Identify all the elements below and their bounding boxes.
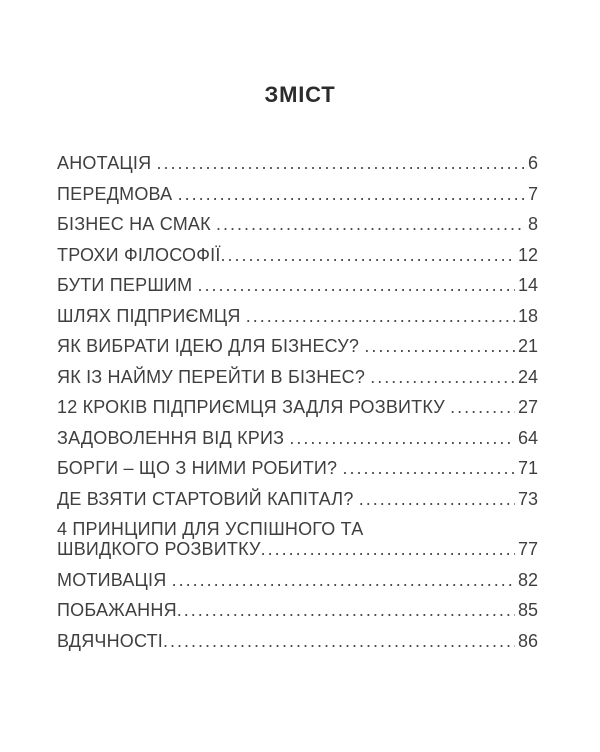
- toc-entry-wrap-line: 4 ПРИНЦИПИ ДЛЯ УСПІШНОГО ТА: [57, 519, 538, 539]
- dot-leader: ........................................…: [450, 397, 515, 417]
- toc-page-number: 18: [517, 305, 538, 326]
- toc-entry-line: БІЗНЕС НА СМАК .........................…: [57, 214, 538, 234]
- toc-entry-line: ЗАДОВОЛЕННЯ ВІД КРИЗ ...................…: [57, 428, 538, 448]
- toc-page-number: 14: [517, 275, 538, 295]
- toc-entry-label: ШЛЯХ ПІДПРИЄМЦЯ: [57, 305, 246, 326]
- toc-entry: АНОТАЦІЯ ...............................…: [57, 153, 538, 173]
- dot-leader: ........................................…: [215, 214, 525, 234]
- toc-entry-label: ЯК ВИБРАТИ ІДЕЮ ДЛЯ БІЗНЕСУ?: [57, 336, 365, 356]
- dot-leader: ........................................…: [289, 427, 515, 448]
- toc-page-number: 82: [517, 569, 538, 590]
- toc-entry-label: АНОТАЦІЯ: [57, 153, 157, 173]
- toc-entry: БУТИ ПЕРШИМ ............................…: [57, 275, 538, 295]
- toc-entry-label: ШВИДКОГО РОЗВИТКУ: [57, 539, 261, 559]
- toc-entry-line: ПЕРЕДМОВА ..............................…: [57, 184, 538, 204]
- toc-page-number: 6: [527, 153, 538, 173]
- toc-entry-label: ДЕ ВЗЯТИ СТАРТОВИЙ КАПІТАЛ?: [57, 488, 359, 509]
- toc-entry-line: ЯК ІЗ НАЙМУ ПЕРЕЙТИ В БІЗНЕС? ..........…: [57, 367, 538, 387]
- toc-page-number: 64: [517, 427, 538, 448]
- dot-leader: ........................................…: [342, 458, 515, 478]
- toc-page-number: 27: [517, 397, 538, 417]
- toc-page-number: 8: [527, 214, 538, 234]
- toc-entry: МОТИВАЦІЯ ..............................…: [57, 570, 538, 590]
- toc-entry-label: ТРОХИ ФІЛОСОФІЇ: [57, 244, 221, 265]
- toc-page-number: 7: [527, 183, 538, 204]
- toc-entry: ДЕ ВЗЯТИ СТАРТОВИЙ КАПІТАЛ? ............…: [57, 489, 538, 509]
- toc-entry-line: ШЛЯХ ПІДПРИЄМЦЯ ........................…: [57, 306, 538, 326]
- dot-leader: ........................................…: [197, 275, 515, 295]
- toc-page-number: 12: [517, 244, 538, 265]
- toc-entry: БІЗНЕС НА СМАК .........................…: [57, 214, 538, 234]
- dot-leader: ........................................…: [177, 183, 525, 204]
- toc-entry-label: ПЕРЕДМОВА: [57, 183, 178, 204]
- toc-entry-line: ТРОХИ ФІЛОСОФІЇ.........................…: [57, 245, 538, 265]
- toc-page-number: 86: [517, 630, 538, 651]
- toc-entry-label: ВДЯЧНОСТІ: [57, 630, 163, 651]
- dot-leader: ........................................…: [358, 488, 515, 509]
- toc-entry: ТРОХИ ФІЛОСОФІЇ.........................…: [57, 245, 538, 265]
- toc-page-number: 21: [517, 336, 538, 356]
- toc-entry-label: ЯК ІЗ НАЙМУ ПЕРЕЙТИ В БІЗНЕС?: [57, 366, 371, 387]
- dot-leader: ........................................…: [245, 305, 515, 326]
- toc-entry: БОРГИ – ЩО З НИМИ РОБИТИ? ..............…: [57, 458, 538, 478]
- toc-page-number: 71: [517, 458, 538, 478]
- dot-leader: ........................................…: [156, 153, 525, 173]
- toc-entry: ПЕРЕДМОВА ..............................…: [57, 184, 538, 204]
- toc-page-number: 77: [517, 539, 538, 559]
- toc-entry-label: ЗАДОВОЛЕННЯ ВІД КРИЗ: [57, 427, 290, 448]
- toc-entry-line: ДЕ ВЗЯТИ СТАРТОВИЙ КАПІТАЛ? ............…: [57, 489, 538, 509]
- toc-entry-line: ВДЯЧНОСТІ...............................…: [57, 631, 538, 651]
- dot-leader: ........................................…: [260, 539, 515, 559]
- dot-leader: ........................................…: [370, 366, 515, 387]
- page-title: ЗМІСТ: [264, 82, 336, 107]
- toc-entry: 4 ПРИНЦИПИ ДЛЯ УСПІШНОГО ТА ШВИДКОГО РОЗВ…: [57, 519, 538, 559]
- toc-entry-label: ПОБАЖАННЯ: [57, 600, 177, 620]
- dot-leader: ........................................…: [364, 336, 515, 356]
- toc-entry: ПОБАЖАННЯ...............................…: [57, 600, 538, 620]
- toc-entry-line: БОРГИ – ЩО З НИМИ РОБИТИ? ..............…: [57, 458, 538, 478]
- toc-list: АНОТАЦІЯ ...............................…: [0, 153, 600, 651]
- toc-entry-label: БУТИ ПЕРШИМ: [57, 275, 198, 295]
- dot-leader: ........................................…: [176, 600, 515, 620]
- toc-entry-line: АНОТАЦІЯ ...............................…: [57, 153, 538, 173]
- toc-page-number: 73: [517, 488, 538, 509]
- toc-entry-label: БІЗНЕС НА СМАК: [57, 214, 216, 234]
- toc-entry-line: БУТИ ПЕРШИМ ............................…: [57, 275, 538, 295]
- toc-page-number: 24: [517, 366, 538, 387]
- toc-entry-line: 12 КРОКІВ ПІДПРИЄМЦЯ ЗАДЛЯ РОЗВИТКУ ....…: [57, 397, 538, 417]
- toc-entry-line: ПОБАЖАННЯ...............................…: [57, 600, 538, 620]
- dot-leader: ........................................…: [220, 244, 515, 265]
- toc-entry-label: МОТИВАЦІЯ: [57, 569, 172, 590]
- toc-entry: ШЛЯХ ПІДПРИЄМЦЯ ........................…: [57, 306, 538, 326]
- toc-entry-line: ШВИДКОГО РОЗВИТКУ.......................…: [57, 539, 538, 559]
- dot-leader: ........................................…: [171, 569, 515, 590]
- toc-entry: ЯК ВИБРАТИ ІДЕЮ ДЛЯ БІЗНЕСУ? ...........…: [57, 336, 538, 356]
- toc-entry: 12 КРОКІВ ПІДПРИЄМЦЯ ЗАДЛЯ РОЗВИТКУ ....…: [57, 397, 538, 417]
- toc-entry: ВДЯЧНОСТІ...............................…: [57, 631, 538, 651]
- toc-entry: ЗАДОВОЛЕННЯ ВІД КРИЗ ...................…: [57, 428, 538, 448]
- toc-entry-line: ЯК ВИБРАТИ ІДЕЮ ДЛЯ БІЗНЕСУ? ...........…: [57, 336, 538, 356]
- toc-page-number: 85: [517, 600, 538, 620]
- dot-leader: ........................................…: [163, 630, 515, 651]
- toc-entry: ЯК ІЗ НАЙМУ ПЕРЕЙТИ В БІЗНЕС? ..........…: [57, 367, 538, 387]
- toc-entry-label: БОРГИ – ЩО З НИМИ РОБИТИ?: [57, 458, 343, 478]
- toc-entry-line: МОТИВАЦІЯ ..............................…: [57, 570, 538, 590]
- toc-entry-label: 4 ПРИНЦИПИ ДЛЯ УСПІШНОГО ТА: [57, 519, 364, 539]
- toc-entry-label: 12 КРОКІВ ПІДПРИЄМЦЯ ЗАДЛЯ РОЗВИТКУ: [57, 397, 451, 417]
